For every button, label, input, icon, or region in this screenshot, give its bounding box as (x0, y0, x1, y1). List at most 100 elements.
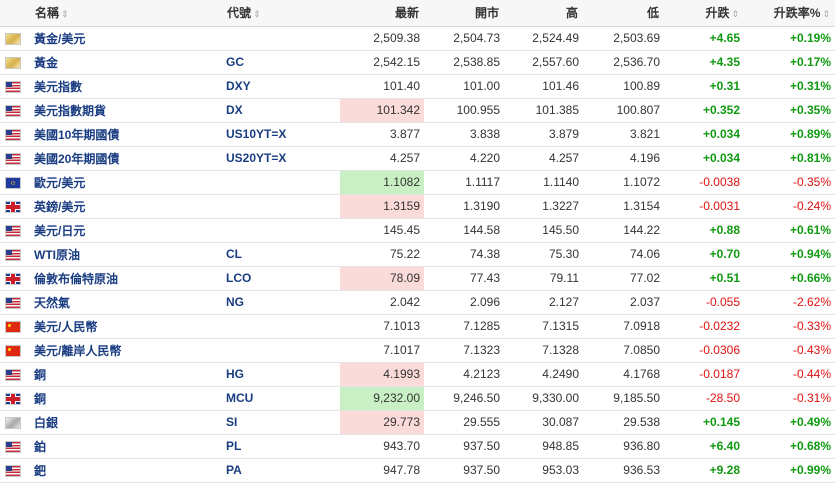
sort-icon[interactable]: ⇕ (822, 9, 830, 20)
name-cell: 銅 (30, 362, 222, 387)
open-price: 101.00 (424, 74, 504, 99)
instrument-code-link[interactable]: PL (226, 439, 242, 453)
last-price: 9,232.00 (340, 386, 424, 411)
instrument-name-link[interactable]: 黃金/美元 (34, 31, 86, 46)
change-percent: +0.66% (744, 266, 835, 291)
change-value: -0.0187 (664, 362, 744, 387)
high-price: 75.30 (504, 242, 583, 267)
table-row[interactable]: 天然氣 NG 2.042 2.096 2.127 2.037 -0.055 -2.62% (0, 290, 835, 315)
instrument-name-link[interactable]: 美國20年期國債 (34, 151, 120, 166)
instrument-name-link[interactable]: 天然氣 (34, 295, 71, 310)
instrument-name-link[interactable]: 美元/日元 (34, 223, 86, 238)
header-low[interactable]: 低 (583, 0, 664, 27)
instrument-code-link[interactable]: DXY (226, 79, 251, 93)
instrument-name-link[interactable]: 鈀 (34, 463, 47, 478)
open-price: 2,504.73 (424, 26, 504, 51)
table-row[interactable]: 黃金 GC 2,542.15 2,538.85 2,557.60 2,536.70 +4.3… (0, 50, 835, 75)
instrument-code-link[interactable]: GC (226, 55, 244, 69)
low-price: 74.06 (583, 242, 664, 267)
instrument-code-link[interactable]: NG (226, 295, 244, 309)
table-row[interactable]: 鈀 PA 947.78 937.50 953.03 936.53 +9.28 +0.99% (0, 458, 835, 483)
change-percent: +0.31% (744, 74, 835, 99)
table-row[interactable]: 歐元/美元 1.1082 1.1117 1.1140 1.1072 -0.0038 -0.3… (0, 170, 835, 195)
uk-flag-icon (6, 393, 20, 404)
table-row[interactable]: 鉑 PL 943.70 937.50 948.85 936.80 +6.40 +0.68% (0, 434, 835, 459)
table-row[interactable]: 美元/日元 145.45 144.58 145.50 144.22 +0.88 +0.61% (0, 218, 835, 243)
header-pct[interactable]: 升跌率% ⇕ (744, 0, 835, 27)
instrument-name-link[interactable]: 美國10年期國債 (34, 127, 120, 142)
code-cell (222, 194, 340, 219)
code-cell (222, 314, 340, 339)
sort-icon[interactable]: ⇕ (61, 9, 69, 20)
table-row[interactable]: 銅 HG 4.1993 4.2123 4.2490 4.1768 -0.0187 -0.44% (0, 362, 835, 387)
table-row[interactable]: 白銀 SI 29.773 29.555 30.087 29.538 +0.145 +0.49% (0, 410, 835, 435)
open-price: 74.38 (424, 242, 504, 267)
instrument-code-link[interactable]: HG (226, 367, 244, 381)
table-row[interactable]: 黃金/美元 2,509.38 2,504.73 2,524.49 2,503.69 +4.… (0, 26, 835, 51)
change-value: +0.352 (664, 98, 744, 123)
change-percent: +0.19% (744, 26, 835, 51)
change-value: +4.35 (664, 50, 744, 75)
instrument-name-link[interactable]: 銅 (34, 391, 47, 406)
high-price: 145.50 (504, 218, 583, 243)
table-row[interactable]: 英鎊/美元 1.3159 1.3190 1.3227 1.3154 -0.0031 -0.2… (0, 194, 835, 219)
instrument-name-link[interactable]: 歐元/美元 (34, 175, 86, 190)
table-row[interactable]: 美元/離岸人民幣 7.1017 7.1323 7.1328 7.0850 -0.0306-… (0, 338, 835, 363)
sort-icon[interactable]: ⇕ (253, 9, 261, 20)
instrument-code-link[interactable]: SI (226, 415, 238, 429)
open-price: 29.555 (424, 410, 504, 435)
gold-icon (6, 33, 20, 44)
table-row[interactable]: 美國10年期國債 US10YT=X 3.877 3.838 3.879 3.821 +0.0… (0, 122, 835, 147)
instrument-code-link[interactable]: CL (226, 247, 242, 261)
header-change[interactable]: 升跌 ⇕ (664, 0, 744, 27)
instrument-name-link[interactable]: 美元/離岸人民幣 (34, 343, 122, 358)
header-code[interactable]: 代號 ⇕ (222, 0, 340, 27)
instrument-name-link[interactable]: 美元/人民幣 (34, 319, 98, 334)
instrument-name-link[interactable]: WTI原油 (34, 247, 80, 262)
change-value: +0.31 (664, 74, 744, 99)
low-price: 4.1768 (583, 362, 664, 387)
header-last[interactable]: 最新 (340, 0, 424, 27)
instrument-name-link[interactable]: 銅 (34, 367, 47, 382)
instrument-code-link[interactable]: LCO (226, 271, 252, 285)
us-flag-icon (6, 465, 20, 476)
high-price: 1.3227 (504, 194, 583, 219)
name-cell: 美國10年期國債 (30, 122, 222, 147)
instrument-name-link[interactable]: 美元指數 (34, 79, 83, 94)
instrument-name-link[interactable]: 黃金 (34, 55, 59, 70)
instrument-name-link[interactable]: 美元指數期貨 (34, 103, 107, 118)
low-price: 7.0918 (583, 314, 664, 339)
instrument-code-link[interactable]: PA (226, 463, 242, 477)
table-row[interactable]: 美元指數 DXY 101.40 101.00 101.46 100.89 +0.31 +0.3… (0, 74, 835, 99)
header-name-label: 名稱 (35, 6, 60, 21)
us-flag-icon (6, 81, 20, 92)
header-open[interactable]: 開市 (424, 0, 504, 27)
table-row[interactable]: 美國20年期國債 US20YT=X 4.257 4.220 4.257 4.196 +0.0… (0, 146, 835, 171)
table-row[interactable]: WTI原油 CL 75.22 74.38 75.30 74.06 +0.70 +0.94% (0, 242, 835, 267)
open-price: 1.3190 (424, 194, 504, 219)
instrument-code-link[interactable]: DX (226, 103, 243, 117)
header-high[interactable]: 高 (504, 0, 583, 27)
name-cell: 美元指數期貨 (30, 98, 222, 123)
instrument-name-link[interactable]: 倫敦布倫特原油 (34, 271, 119, 286)
high-price: 101.46 (504, 74, 583, 99)
name-cell: 銅 (30, 386, 222, 411)
high-price: 4.257 (504, 146, 583, 171)
instrument-code-link[interactable]: MCU (226, 391, 254, 405)
header-low-label: 低 (646, 6, 659, 21)
change-value: +6.40 (664, 434, 744, 459)
change-value: +0.70 (664, 242, 744, 267)
instrument-name-link[interactable]: 英鎊/美元 (34, 199, 86, 214)
sort-icon[interactable]: ⇕ (731, 9, 739, 20)
table-row[interactable]: 銅 MCU 9,232.00 9,246.50 9,330.00 9,185.50 -28.… (0, 386, 835, 411)
table-row[interactable]: 美元指數期貨 DX 101.342 100.955 101.385 100.807 +0.3… (0, 98, 835, 123)
instrument-name-link[interactable]: 白銀 (34, 415, 59, 430)
table-row[interactable]: 倫敦布倫特原油 LCO 78.09 77.43 79.11 77.02 +0.51 +0.66… (0, 266, 835, 291)
open-price: 3.838 (424, 122, 504, 147)
instrument-code-link[interactable]: US20YT=X (226, 151, 287, 165)
name-cell: 英鎊/美元 (30, 194, 222, 219)
instrument-name-link[interactable]: 鉑 (34, 439, 47, 454)
table-row[interactable]: 美元/人民幣 7.1013 7.1285 7.1315 7.0918 -0.0232 -0.… (0, 314, 835, 339)
header-name[interactable]: 名稱 ⇕ (30, 0, 222, 27)
instrument-code-link[interactable]: US10YT=X (226, 127, 287, 141)
